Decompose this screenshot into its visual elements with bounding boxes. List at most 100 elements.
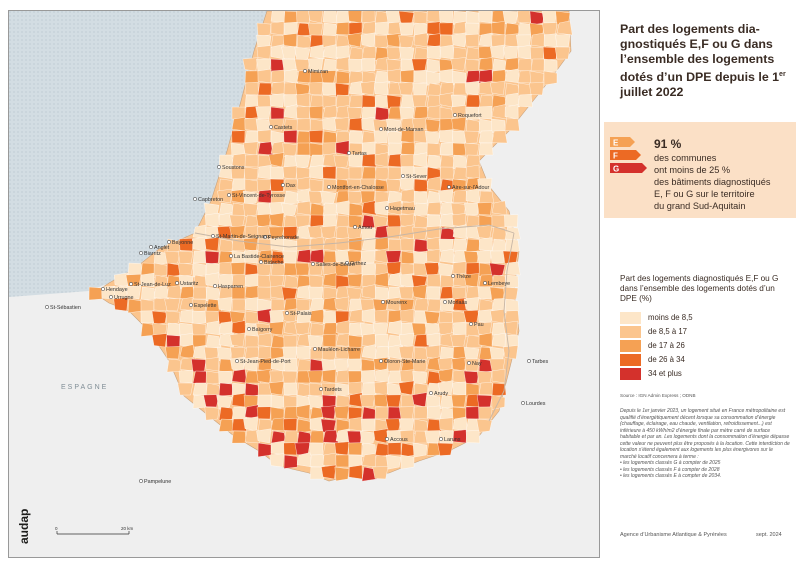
commune-cell: [439, 129, 454, 144]
city-label: Capbreton: [198, 197, 223, 203]
commune-cell: [218, 358, 234, 372]
commune-cell: [256, 369, 272, 384]
svg-text:E: E: [613, 139, 619, 148]
commune-cell: [346, 178, 363, 192]
commune-cell: [504, 238, 520, 253]
commune-cell: [412, 442, 428, 458]
city-marker: [379, 359, 383, 363]
commune-cell: [478, 11, 493, 24]
commune-cell: [530, 46, 545, 61]
commune-cell: [244, 225, 259, 240]
commune-cell: [491, 332, 508, 348]
svg-text:F: F: [613, 152, 618, 161]
commune-cell: [282, 370, 298, 384]
commune-cell: [296, 188, 311, 204]
commune-cell: [192, 286, 207, 300]
commune-cell: [321, 369, 337, 384]
commune-cell: [231, 153, 247, 168]
city-label: Accous: [390, 437, 408, 443]
commune-cell: [400, 188, 416, 204]
commune-cell: [270, 69, 286, 84]
commune-cell: [270, 440, 285, 456]
commune-cell: [309, 442, 324, 456]
commune-cell: [426, 58, 441, 74]
city-label: Roquefort: [458, 113, 482, 119]
commune-cell: [398, 418, 415, 432]
commune-cell: [164, 250, 181, 265]
commune-cell: [166, 285, 182, 300]
commune-cell: [125, 285, 142, 300]
commune-cell: [309, 249, 325, 264]
commune-cell: [361, 130, 377, 146]
commune-cell: [491, 368, 506, 384]
commune-cell: [413, 238, 429, 253]
commune-cell: [243, 141, 259, 156]
commune-cell: [244, 310, 259, 325]
commune-cell: [478, 406, 493, 420]
commune-cell: [412, 226, 428, 241]
commune-cell: [426, 248, 441, 264]
commune-cell: [426, 11, 441, 24]
key-stat-box: E F G 91 % des communes ont moins de 25 …: [604, 122, 796, 218]
commune-cell: [452, 189, 468, 204]
commune-cell: [257, 238, 272, 252]
commune-cell: [309, 322, 325, 337]
commune-cell: [283, 130, 298, 144]
city-marker: [45, 305, 49, 309]
city-marker: [319, 387, 323, 391]
commune-cell: [374, 152, 389, 168]
commune-cell: [412, 358, 428, 373]
commune-cell: [309, 430, 325, 444]
commune-cell: [361, 11, 376, 24]
commune-cell: [283, 11, 299, 25]
map-title: Part des logements dia- gnostiqués E,F o…: [620, 22, 790, 100]
commune-cell: [257, 82, 273, 96]
commune-cell: [478, 237, 493, 252]
commune-cell: [231, 130, 246, 144]
commune-cell: [398, 345, 415, 360]
commune-cell: [387, 344, 402, 360]
commune-cell: [439, 213, 455, 228]
commune-cell: [398, 332, 415, 348]
commune-cell: [333, 154, 350, 169]
commune-cell: [308, 11, 323, 24]
city-marker: [247, 327, 251, 331]
commune-cell: [244, 94, 260, 108]
commune-cell: [398, 34, 415, 49]
commune-cell: [257, 286, 272, 300]
commune-cell: [491, 200, 508, 216]
commune-cell: [256, 22, 272, 37]
commune-cell: [374, 166, 390, 181]
commune-cell: [504, 68, 521, 84]
city-marker: [447, 185, 451, 189]
commune-cell: [439, 69, 454, 84]
commune-cell: [502, 11, 519, 25]
choropleth-map: 0 20 km ESPAGNE Mimizan Castets Mont-de-Ma…: [9, 11, 599, 557]
scale-start: 0: [55, 526, 58, 531]
commune-cell: [334, 117, 350, 132]
commune-cell: [335, 22, 351, 36]
legend-swatch: [620, 368, 641, 380]
commune-cell: [439, 11, 454, 24]
commune-cell: [387, 238, 403, 252]
commune-cell: [191, 358, 207, 372]
title-line: l’ensemble des logements: [620, 52, 775, 66]
commune-cell: [127, 298, 143, 314]
commune-cell: [452, 416, 468, 432]
commune-cell: [205, 298, 222, 313]
city-label: Castets: [274, 125, 293, 131]
commune-cell: [113, 297, 129, 312]
commune-cell: [282, 250, 298, 264]
commune-cell: [295, 11, 311, 24]
commune-cell: [268, 321, 285, 336]
commune-cell: [294, 46, 311, 61]
commune-cell: [465, 58, 480, 73]
commune-cell: [374, 81, 389, 96]
city-label: Espelette: [194, 303, 216, 309]
commune-cell: [413, 22, 429, 37]
commune-cell: [426, 45, 441, 60]
city-label: Mourenx: [386, 300, 407, 306]
city-marker: [453, 113, 457, 117]
commune-cell: [283, 190, 300, 206]
title-sup: er: [779, 71, 786, 78]
